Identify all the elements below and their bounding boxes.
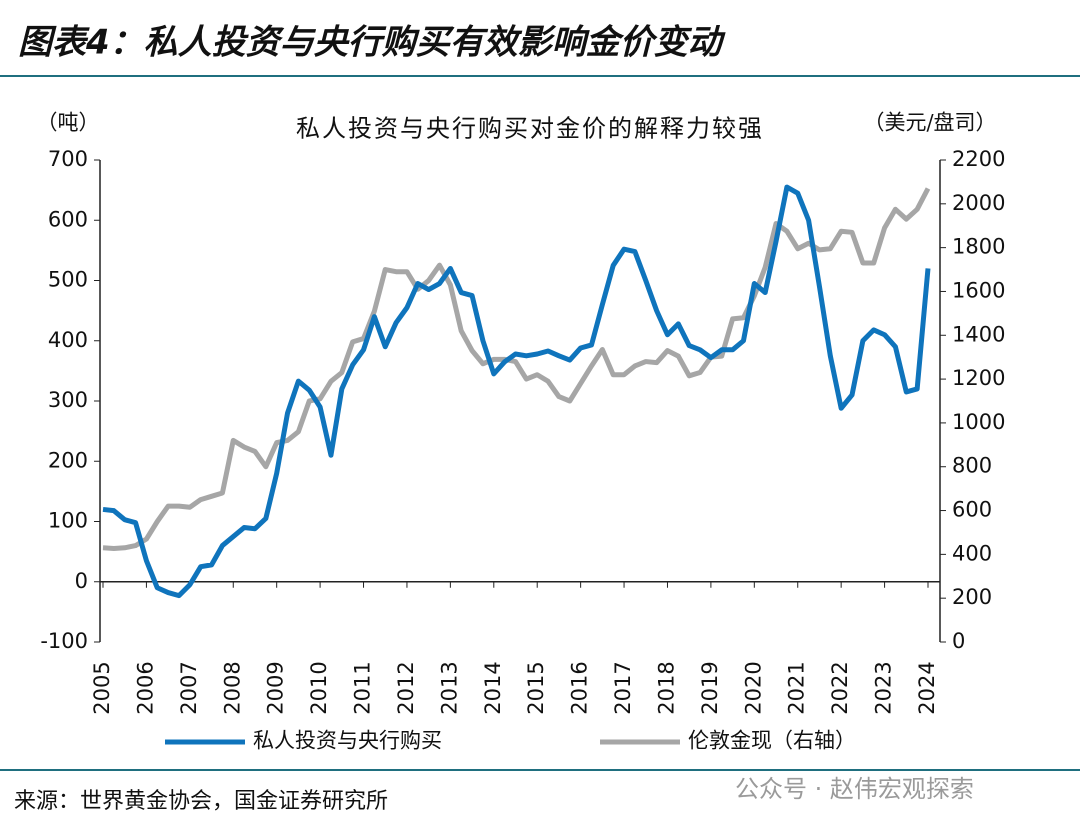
x-tick-label: 2012	[394, 661, 418, 714]
y-tick-label: 500	[48, 268, 88, 292]
legend-label: 伦敦金现（右轴）	[688, 729, 856, 753]
y-tick-label: 100	[48, 509, 88, 533]
y2-tick-label: 0	[952, 629, 965, 653]
x-tick-label: 2022	[828, 661, 852, 714]
header-title: 图表4：私人投资与央行购买有效影响金价变动	[18, 23, 726, 63]
y2-tick-label: 1400	[952, 322, 1005, 346]
y2-tick-label: 2000	[952, 191, 1005, 215]
x-tick-label: 2010	[307, 661, 331, 714]
x-tick-label: 2011	[351, 661, 375, 714]
x-tick-label: 2016	[568, 661, 592, 714]
watermark: 公众号 · 赵伟宏观探索	[735, 775, 974, 803]
y2-tick-label: 1200	[952, 366, 1005, 390]
y-tick-label: 0	[75, 569, 88, 593]
y2-tick-label: 1600	[952, 278, 1005, 302]
y-tick-label: 400	[48, 328, 88, 352]
y-tick-label: 600	[48, 207, 88, 231]
x-tick-label: 2005	[90, 661, 114, 714]
x-tick-label: 2006	[133, 661, 157, 714]
x-tick-label: 2015	[524, 661, 548, 714]
x-tick-label: 2020	[741, 661, 765, 714]
source: 来源：世界黄金协会，国金证券研究所	[14, 789, 388, 814]
x-tick-label: 2009	[264, 661, 288, 714]
series-line	[102, 187, 931, 551]
x-tick-label: 2018	[654, 661, 678, 714]
x-tick-label: 2008	[220, 661, 244, 714]
x-tick-label: 2014	[481, 661, 505, 714]
x-tick-label: 2021	[785, 661, 809, 714]
chart-title: 私人投资与央行购买对金价的解释力较强	[296, 115, 764, 143]
y-tick-label: 300	[48, 388, 88, 412]
y-tick-label: 700	[48, 147, 88, 171]
y-axis-label: （吨）	[37, 111, 100, 135]
legend-label: 私人投资与央行购买	[253, 729, 442, 753]
y2-tick-label: 1000	[952, 410, 1005, 434]
y2-tick-label: 200	[952, 585, 992, 609]
x-tick-label: 2023	[872, 661, 896, 714]
y2-tick-label: 2200	[952, 147, 1005, 171]
x-tick-label: 2017	[611, 661, 635, 714]
x-tick-label: 2013	[437, 661, 461, 714]
y-tick-label: -100	[40, 629, 88, 653]
y2-tick-label: 400	[952, 541, 992, 565]
x-tick-label: 2024	[915, 661, 939, 714]
series-line	[102, 184, 931, 599]
x-tick-label: 2007	[177, 661, 201, 714]
y-tick-label: 200	[48, 448, 88, 472]
y2-tick-label: 600	[952, 498, 992, 522]
y2-axis-label: （美元/盘司）	[863, 111, 996, 135]
y2-tick-label: 1800	[952, 235, 1005, 259]
y2-tick-label: 800	[952, 454, 992, 478]
x-tick-label: 2019	[698, 661, 722, 714]
